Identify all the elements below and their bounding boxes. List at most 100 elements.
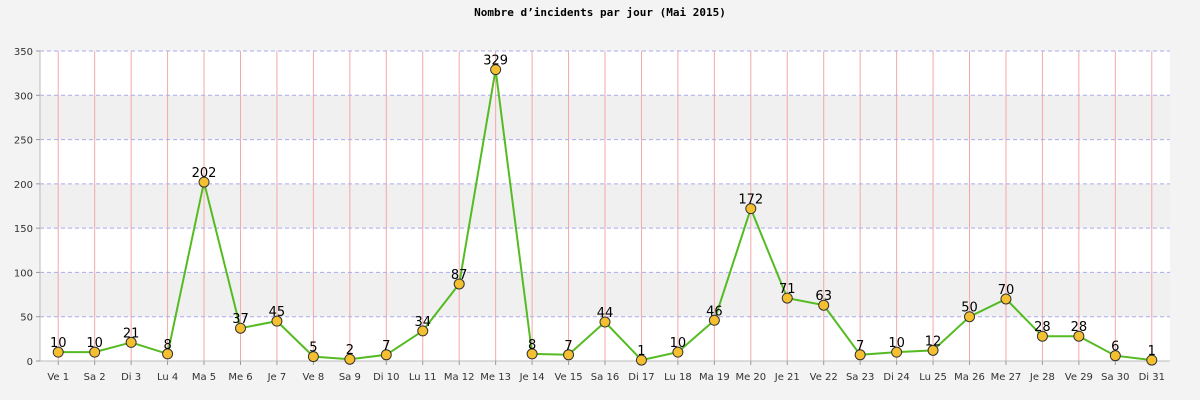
x-tick-label: Me 20 [735, 372, 766, 383]
x-tick-label: Je 28 [1029, 372, 1055, 383]
data-point [234, 322, 246, 334]
y-tick-label: 350 [14, 47, 33, 58]
x-tick-label: Me 13 [480, 372, 511, 383]
data-point [380, 349, 392, 361]
y-tick-label: 0 [27, 357, 33, 368]
data-point [854, 349, 866, 361]
data-point [818, 299, 830, 311]
y-tick-label: 250 [14, 136, 33, 147]
data-label: 7 [564, 339, 572, 354]
x-tick-label: Ve 22 [810, 372, 838, 383]
x-tick-label: Ma 26 [954, 372, 985, 383]
y-tick-label: 200 [14, 180, 33, 191]
x-tick-label: Lu 18 [664, 372, 692, 383]
data-label: 50 [961, 301, 978, 316]
data-label: 1 [637, 344, 645, 359]
data-point [745, 203, 757, 215]
x-tick-label: Ve 15 [554, 372, 582, 383]
data-label: 7 [382, 339, 390, 354]
data-label: 28 [1071, 320, 1088, 335]
data-label: 10 [670, 336, 687, 351]
x-tick-label: Je 14 [519, 372, 545, 383]
data-point [891, 346, 903, 358]
data-label: 202 [192, 166, 217, 181]
x-tick-label: Sa 23 [846, 372, 874, 383]
x-tick-label: Ma 5 [192, 372, 216, 383]
x-tick-label: Me 6 [228, 372, 252, 383]
x-tick-label: Lu 11 [409, 372, 437, 383]
data-point [1073, 330, 1085, 342]
x-tick-label: Sa 2 [84, 372, 106, 383]
chart-title: Nombre d’incidents par jour (Mai 2015) [474, 6, 726, 19]
x-tick-label: Je 7 [267, 372, 287, 383]
x-tick-label: Sa 16 [591, 372, 619, 383]
data-label: 21 [123, 326, 140, 341]
data-label: 8 [163, 338, 171, 353]
x-tick-label: Lu 25 [919, 372, 947, 383]
y-tick-label: 50 [20, 313, 33, 324]
data-label: 172 [738, 193, 763, 208]
data-label: 1 [1148, 344, 1156, 359]
data-label: 37 [232, 312, 249, 327]
data-point [417, 325, 429, 337]
x-tick-label: Ve 29 [1065, 372, 1093, 383]
x-tick-label: Me 27 [991, 372, 1022, 383]
y-tick-label: 100 [14, 268, 33, 279]
data-label: 10 [888, 336, 905, 351]
x-tick-label: Di 10 [373, 372, 399, 383]
data-point [453, 278, 465, 290]
x-tick-label: Di 3 [121, 372, 141, 383]
data-label: 5 [309, 341, 317, 356]
x-tick-label: Sa 30 [1101, 372, 1129, 383]
x-tick-label: Di 31 [1139, 372, 1165, 383]
data-point [198, 176, 210, 188]
data-point [599, 316, 611, 328]
data-point [490, 64, 502, 76]
data-label: 12 [925, 334, 942, 349]
x-tick-label: Sa 9 [339, 372, 361, 383]
data-point [635, 354, 647, 366]
data-point [52, 346, 64, 358]
x-tick-label: Di 17 [628, 372, 654, 383]
data-label: 34 [414, 315, 431, 330]
data-point [672, 346, 684, 358]
y-tick-label: 150 [14, 224, 33, 235]
data-label: 70 [998, 283, 1015, 298]
data-label: 8 [528, 338, 536, 353]
data-label: 28 [1034, 320, 1051, 335]
data-label: 7 [856, 339, 864, 354]
data-point [964, 311, 976, 323]
data-point [1036, 330, 1048, 342]
data-label: 46 [706, 304, 723, 319]
data-label: 44 [597, 306, 614, 321]
data-label: 10 [50, 336, 67, 351]
x-tick-label: Lu 4 [157, 372, 178, 383]
data-label: 2 [346, 343, 354, 358]
data-point [781, 292, 793, 304]
data-label: 6 [1111, 340, 1119, 355]
data-point [271, 315, 283, 327]
x-tick-label: Ve 8 [303, 372, 325, 383]
data-label: 329 [483, 54, 508, 69]
data-point [1146, 354, 1158, 366]
data-point [708, 314, 720, 326]
x-tick-label: Ma 12 [444, 372, 475, 383]
data-point [1000, 293, 1012, 305]
data-point [563, 349, 575, 361]
data-label: 87 [451, 268, 468, 283]
data-point [89, 346, 101, 358]
data-label: 71 [779, 282, 796, 297]
data-point [526, 348, 538, 360]
x-tick-label: Di 24 [883, 372, 909, 383]
data-label: 10 [86, 336, 103, 351]
y-tick-label: 300 [14, 91, 33, 102]
data-label: 45 [269, 305, 286, 320]
data-point [307, 351, 319, 363]
data-point [162, 348, 174, 360]
data-point [927, 344, 939, 356]
data-point [344, 353, 356, 365]
data-label: 63 [815, 289, 832, 304]
data-point [1109, 350, 1121, 362]
